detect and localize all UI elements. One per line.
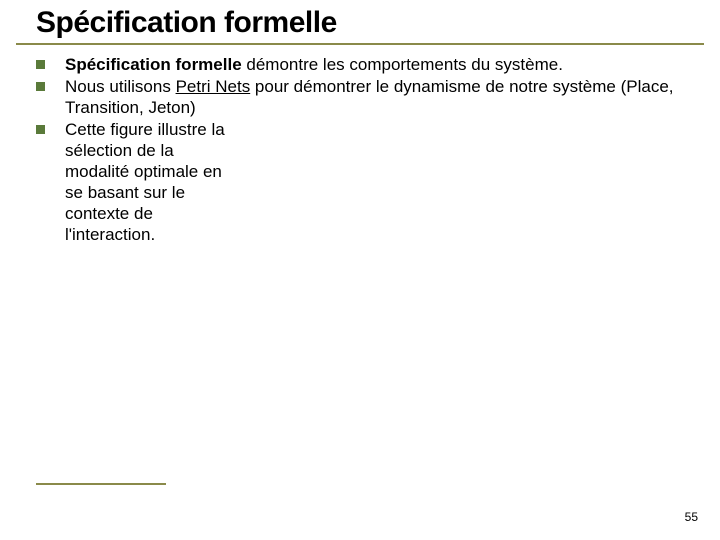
- underlined-text: Petri Nets: [176, 77, 251, 96]
- text-line: contexte de: [65, 204, 153, 223]
- bullet-text: Cette figure illustre la sélection de la…: [65, 119, 240, 245]
- bullet-text: Spécification formelle démontre les comp…: [65, 54, 563, 75]
- bullet-item: Nous utilisons Petri Nets pour démontrer…: [36, 76, 686, 118]
- square-bullet-icon: [36, 125, 45, 134]
- page-number: 55: [685, 510, 698, 524]
- bullet-item: Spécification formelle démontre les comp…: [36, 54, 686, 75]
- text-line: basant sur le: [88, 183, 185, 202]
- slide-content: Spécification formelle démontre les comp…: [36, 54, 686, 246]
- bold-text: Spécification formelle: [65, 55, 242, 74]
- bullet-item: Cette figure illustre la sélection de la…: [36, 119, 686, 245]
- square-bullet-icon: [36, 82, 45, 91]
- slide: Spécification formelle Spécification for…: [0, 0, 720, 540]
- text-line: Cette figure: [65, 120, 153, 139]
- text-run: démontre les comportements du système.: [242, 55, 563, 74]
- text-run: Nous utilisons: [65, 77, 176, 96]
- slide-title: Spécification formelle: [36, 6, 337, 40]
- title-underline: [16, 43, 704, 45]
- text-line: l'interaction.: [65, 225, 155, 244]
- square-bullet-icon: [36, 60, 45, 69]
- bullet-text: Nous utilisons Petri Nets pour démontrer…: [65, 76, 686, 118]
- footer-rule: [36, 483, 166, 485]
